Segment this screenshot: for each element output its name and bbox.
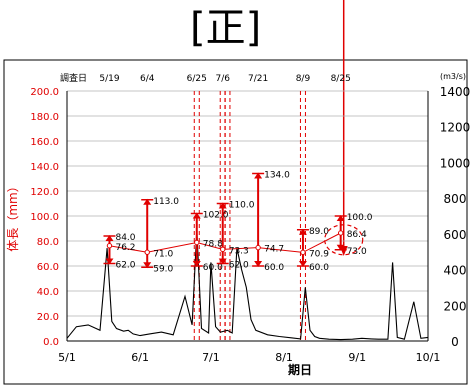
y-left-tick-label: 140.0: [30, 162, 59, 173]
body-length-mean-label: 86.4: [347, 230, 367, 240]
y-right-tick-label: 1400: [440, 85, 471, 99]
survey-date-label: 5/19: [99, 74, 119, 84]
y-right-tick-label: 200: [444, 299, 467, 313]
body-length-min-arrow: [254, 261, 263, 267]
body-length-min-label: 62.0: [229, 261, 249, 271]
x-tick-label: 8/1: [275, 351, 293, 364]
body-length-min-arrow: [105, 258, 114, 265]
y-left-axis-title: 体長（mm）: [6, 180, 20, 251]
body-length-mean-point: [300, 249, 306, 256]
y-left-tick-label: 80.0: [37, 237, 59, 248]
x-tick-label: 7/1: [202, 351, 220, 364]
y-left-tick-label: 120.0: [30, 187, 59, 198]
body-length-mean-point: [194, 239, 200, 246]
body-length-max-label: 102.0: [203, 211, 229, 221]
body-length-mean-label: 78.8: [203, 240, 223, 250]
body-length-max-label: 134.0: [264, 171, 290, 181]
body-length-max-arrow: [254, 172, 263, 179]
chart-title: [正]: [190, 5, 262, 51]
survey-date-label: 7/21: [248, 74, 268, 84]
y-right-tick-label: 800: [444, 192, 467, 206]
survey-date-label: 8/25: [331, 74, 351, 84]
y-left-tick-label: 0.0: [43, 337, 59, 348]
y-left-tick-label: 100.0: [30, 212, 59, 223]
body-length-mean-point: [337, 230, 344, 236]
y-left-tick-label: 160.0: [30, 137, 59, 148]
figure-frame: [3, 59, 468, 385]
body-length-max-arrow: [105, 235, 114, 241]
body-length-mean-point: [106, 243, 113, 249]
y-left-tick-label: 20.0: [37, 312, 59, 323]
discharge-series-line: [66, 230, 429, 341]
x-tick-label: 9/1: [348, 351, 366, 364]
body-length-mean-point: [255, 244, 261, 251]
body-length-max-label: 113.0: [153, 197, 179, 207]
y-right-tick-label: 1200: [440, 121, 471, 135]
y-left-tick-label: 180.0: [30, 112, 59, 123]
y-left-tick-label: 200.0: [30, 87, 59, 98]
x-tick-label: 10/1: [416, 351, 441, 364]
y-right-tick-label: 600: [444, 228, 467, 242]
body-length-min-arrow: [143, 262, 152, 269]
y-left-tick-label: 40.0: [37, 287, 59, 298]
y-right-tick-label: 1000: [440, 156, 471, 170]
y-right-axis-title: (m3/s): [440, 72, 466, 81]
survey-date-label: 8/9: [296, 74, 311, 84]
body-length-min-arrow: [336, 244, 345, 251]
body-length-mean-label: 73.3: [229, 246, 249, 256]
body-length-mean-label: 76.2: [115, 243, 135, 253]
y-left-tick-label: 60.0: [37, 262, 59, 273]
survey-date-label: 7/6: [215, 74, 230, 84]
highlight-ellipse: [324, 224, 364, 256]
body-length-mean-label: 71.0: [153, 249, 173, 259]
x-tick-label: 6/1: [131, 351, 149, 364]
body-length-min-label: 60.0: [309, 263, 329, 273]
body-length-min-label: 60.0: [203, 263, 223, 273]
body-length-min-arrow: [192, 261, 201, 267]
body-length-max-label: 89.0: [309, 227, 329, 237]
survey-label: 調査日: [60, 72, 87, 84]
body-length-min-arrow: [218, 258, 227, 265]
body-length-max-arrow: [298, 228, 307, 235]
body-length-max-label: 84.0: [115, 233, 135, 243]
body-length-min-arrow: [298, 261, 307, 267]
body-length-max-label: 110.0: [229, 201, 255, 211]
body-length-min-label: 73.0: [347, 247, 367, 257]
survey-date-label: 6/25: [187, 74, 207, 84]
body-length-max-arrow: [218, 202, 227, 209]
y-right-tick-label: 0: [451, 335, 459, 349]
body-length-min-label: 60.0: [264, 263, 284, 273]
body-length-mean-label: 74.7: [264, 245, 284, 255]
body-length-mean-label: 70.9: [309, 249, 329, 259]
survey-date-label: 6/4: [140, 74, 155, 84]
body-length-mean-point: [144, 249, 150, 255]
body-length-max-arrow: [143, 198, 152, 205]
body-length-min-label: 59.0: [153, 264, 173, 274]
body-length-mean-point: [220, 246, 226, 253]
body-length-max-label: 100.0: [347, 213, 373, 223]
body-length-max-arrow: [192, 212, 201, 219]
body-length-max-arrow: [336, 215, 345, 221]
body-length-min-label: 62.0: [115, 261, 135, 271]
x-tick-label: 5/1: [58, 351, 76, 364]
x-axis-title: 期日: [288, 362, 312, 377]
y-right-tick-label: 400: [444, 264, 467, 278]
